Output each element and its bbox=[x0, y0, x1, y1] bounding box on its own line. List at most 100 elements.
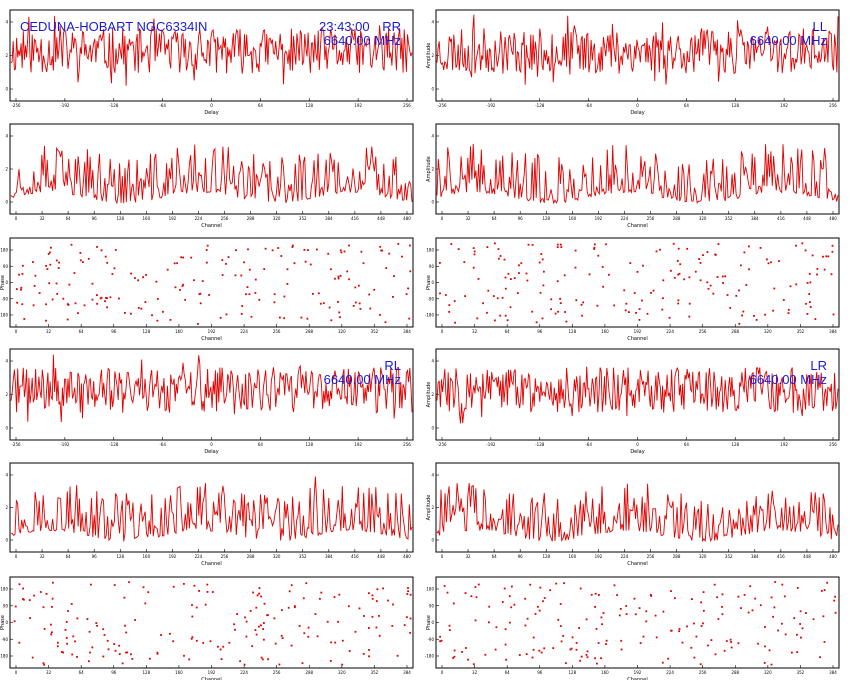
phase-point bbox=[772, 615, 774, 618]
x-tick-label: 320 bbox=[764, 329, 772, 334]
phase-point bbox=[594, 592, 597, 595]
y-tick-label: -180 bbox=[0, 654, 8, 659]
phase-point bbox=[388, 252, 391, 255]
x-axis-label: Channel bbox=[627, 223, 648, 229]
phase-point bbox=[619, 608, 622, 610]
x-tick-label: 448 bbox=[377, 554, 385, 559]
x-tick-label: 64 bbox=[684, 103, 690, 108]
phase-point bbox=[559, 243, 562, 246]
phase-point bbox=[484, 653, 487, 656]
phase-point bbox=[340, 251, 343, 254]
x-tick-label: 288 bbox=[305, 329, 313, 334]
phase-point bbox=[15, 288, 18, 290]
phase-point bbox=[221, 259, 224, 261]
phase-point bbox=[796, 633, 798, 636]
phase-point bbox=[18, 273, 20, 276]
phase-point bbox=[379, 314, 381, 316]
panel-lr-phase: 0 32 64 96 128 160 192 224 256 288 320 352 384 180 90 0… bbox=[425, 576, 840, 680]
phase-point bbox=[73, 272, 76, 274]
phase-point bbox=[263, 638, 265, 641]
phase-point bbox=[679, 263, 682, 266]
phase-point bbox=[277, 247, 280, 249]
y-tick-label: -90 bbox=[1, 296, 8, 301]
phase-point bbox=[225, 313, 228, 316]
phase-point bbox=[302, 597, 305, 600]
phase-point bbox=[23, 598, 25, 601]
panel-ll-phase: 0 32 64 96 128 160 192 224 256 288 320 352 384 180 90 0… bbox=[425, 237, 840, 342]
phase-point bbox=[142, 276, 144, 279]
phase-point bbox=[273, 301, 276, 304]
phase-point bbox=[243, 261, 245, 264]
phase-point bbox=[453, 655, 456, 658]
x-tick-label: 96 bbox=[111, 670, 117, 675]
phase-point bbox=[338, 593, 341, 596]
phase-point bbox=[570, 647, 573, 650]
phase-point bbox=[768, 649, 771, 652]
phase-point bbox=[613, 304, 616, 307]
x-tick-label: 64 bbox=[505, 329, 511, 334]
polarisation-label: LR bbox=[810, 358, 827, 373]
x-tick-label: 224 bbox=[621, 554, 629, 559]
phase-point bbox=[795, 244, 797, 247]
phase-point bbox=[749, 585, 752, 588]
phase-point bbox=[516, 292, 519, 294]
phase-point bbox=[649, 594, 652, 596]
phase-point bbox=[254, 629, 257, 631]
phase-point bbox=[252, 591, 254, 594]
phase-point bbox=[348, 244, 350, 247]
phase-point bbox=[702, 622, 704, 625]
x-tick-label: 192 bbox=[208, 670, 216, 675]
phase-point bbox=[717, 243, 720, 245]
phase-point bbox=[409, 270, 412, 273]
phase-point bbox=[104, 255, 107, 258]
phase-point bbox=[96, 246, 98, 248]
phase-point bbox=[650, 595, 653, 597]
phase-point bbox=[407, 590, 409, 593]
phase-point bbox=[635, 312, 637, 314]
phase-point bbox=[291, 246, 294, 248]
x-tick-label: -64 bbox=[159, 442, 166, 447]
x-axis-label: Channel bbox=[627, 336, 648, 342]
phase-point bbox=[448, 304, 451, 306]
y-axis-label: Phase bbox=[0, 615, 6, 630]
x-tick-label: 192 bbox=[595, 216, 603, 221]
phase-point bbox=[147, 591, 150, 594]
phase-point bbox=[605, 639, 608, 642]
phase-point bbox=[20, 286, 23, 289]
x-tick-label: 160 bbox=[601, 670, 609, 675]
phase-point bbox=[47, 253, 50, 255]
phase-point bbox=[329, 660, 332, 662]
phase-point bbox=[645, 620, 648, 623]
phase-point bbox=[782, 299, 785, 301]
phase-point bbox=[499, 314, 502, 317]
phase-point bbox=[474, 619, 477, 622]
phase-point bbox=[248, 268, 251, 271]
phase-point bbox=[487, 289, 490, 292]
phase-point bbox=[293, 262, 296, 265]
x-tick-label: 352 bbox=[371, 329, 379, 334]
x-tick-label: 96 bbox=[92, 216, 98, 221]
y-tick-label: 2 bbox=[431, 53, 434, 58]
phase-point bbox=[381, 249, 383, 252]
phase-point bbox=[597, 254, 600, 257]
phase-point bbox=[508, 595, 511, 598]
phase-point bbox=[722, 282, 724, 284]
y-tick-label: 180 bbox=[426, 587, 434, 592]
phase-point bbox=[804, 249, 807, 252]
phase-point bbox=[346, 270, 349, 273]
phase-point bbox=[57, 267, 60, 269]
phase-point bbox=[596, 304, 599, 307]
y-axis-label: Amplitude bbox=[426, 156, 432, 182]
phase-point bbox=[45, 265, 47, 267]
phase-point bbox=[64, 629, 67, 631]
phase-point bbox=[360, 250, 363, 253]
phase-point bbox=[182, 256, 184, 259]
x-tick-label: 480 bbox=[403, 554, 411, 559]
phase-point bbox=[472, 266, 475, 269]
plot-frame bbox=[435, 576, 840, 669]
y-tick-label: 2 bbox=[5, 53, 8, 58]
phase-point bbox=[173, 262, 176, 265]
phase-point bbox=[337, 620, 339, 623]
phase-point bbox=[504, 643, 507, 646]
phase-point bbox=[334, 277, 336, 280]
